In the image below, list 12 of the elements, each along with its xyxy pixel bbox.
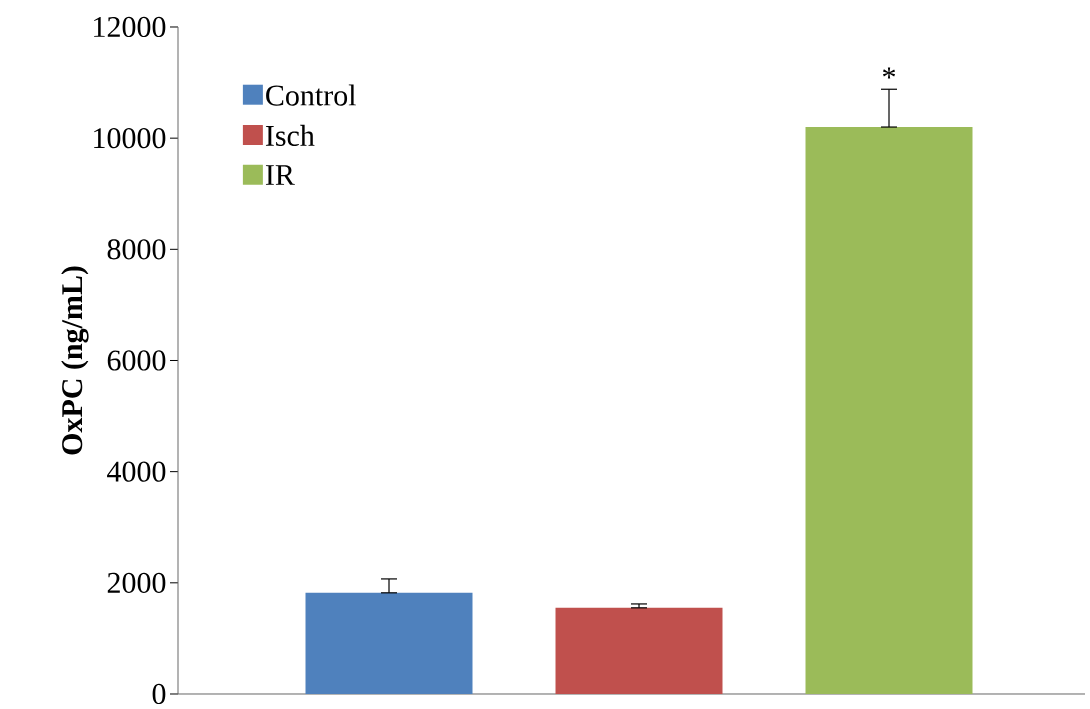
annotation: * <box>882 67 896 79</box>
y-tick-label: 0 <box>152 683 166 705</box>
y-tick-label: 8000 <box>107 239 166 260</box>
y-tick-label: 2000 <box>107 572 166 593</box>
y-tick-label: 4000 <box>107 461 166 482</box>
y-tick-label: 6000 <box>107 350 166 371</box>
y-axis-title: OxPC (ng/mL) <box>61 266 89 455</box>
legend-label: Isch <box>265 124 315 146</box>
legend-label: Control <box>266 84 356 106</box>
legend-label: IR <box>265 165 295 185</box>
y-tick-label: 12000 <box>94 16 166 38</box>
y-tick-label: 10000 <box>94 128 166 149</box>
